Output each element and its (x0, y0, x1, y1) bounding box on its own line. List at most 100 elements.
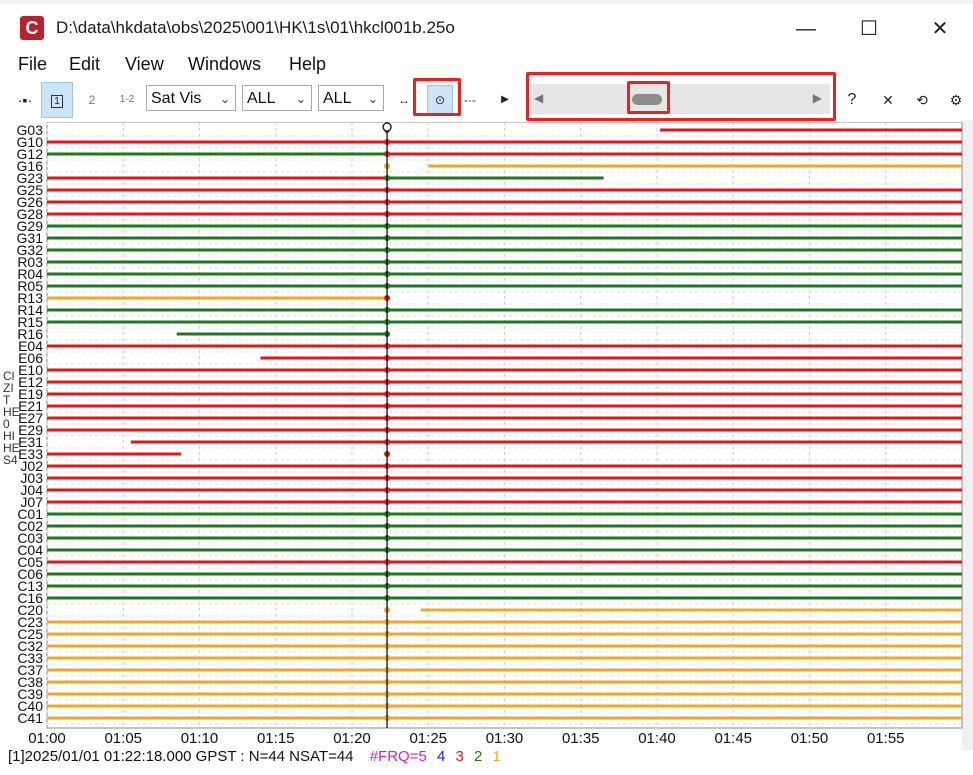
menu-view[interactable]: View (125, 54, 164, 74)
side-label: 0 (3, 417, 10, 431)
point-style-icon[interactable]: ·▪· (17, 92, 33, 108)
sat-label: C39 (17, 686, 43, 702)
side-label: HE (3, 441, 20, 455)
sat-label: C02 (17, 518, 43, 534)
sat-label: C38 (17, 674, 43, 690)
side-label: Cl (3, 369, 14, 383)
sat-label: E04 (18, 338, 43, 354)
menu-windows[interactable]: Windows (188, 54, 262, 74)
x-tick-label: 01:30 (486, 730, 524, 747)
sat-label: C33 (17, 650, 43, 666)
sat-label: J04 (20, 482, 43, 498)
sat-label: R04 (17, 266, 43, 282)
x-tick-label: 01:10 (181, 730, 219, 747)
sat-label: E21 (18, 398, 43, 414)
scroll-left-icon[interactable]: ◀ (534, 91, 544, 105)
sat-label: J07 (20, 494, 43, 510)
sat-label: E19 (18, 386, 43, 402)
x-tick-label: 01:55 (867, 730, 905, 747)
x-tick-label: 01:25 (409, 730, 447, 747)
x-tick-label: 01:35 (562, 730, 600, 747)
scrollbar-thumb[interactable] (632, 94, 662, 105)
sat-label: R13 (17, 290, 43, 306)
plot-type-select[interactable]: Sat Vis ⌄ (146, 85, 236, 111)
sat-label: C37 (17, 662, 43, 678)
top-strip (0, 0, 973, 4)
chevron-down-icon: ⌄ (219, 92, 230, 106)
sat-label: E27 (18, 410, 43, 426)
play-icon[interactable]: ▶ (501, 94, 509, 105)
sat-label: R16 (17, 326, 43, 342)
side-label: HI (3, 429, 15, 443)
status-f3: 3 (455, 748, 464, 765)
status-text: [1]2025/01/01 01:22:18.000 GPST : N=44 N… (8, 748, 354, 765)
sat-label: C40 (17, 698, 43, 714)
sat-label: G28 (17, 206, 44, 222)
menu-help[interactable]: Help (289, 54, 327, 74)
highlight-box-thumb (627, 81, 670, 114)
sat-label: G31 (17, 230, 44, 246)
center-cursor-button[interactable]: ⊙ (427, 85, 453, 115)
sat-label: C04 (17, 542, 43, 558)
sat-label: C13 (17, 578, 43, 594)
settings-gear-icon[interactable]: ⚙ (949, 92, 963, 108)
clear-button[interactable]: ✕ (882, 92, 894, 108)
app-icon: C (20, 16, 44, 40)
side-label: HE (3, 405, 20, 419)
sat-label: C32 (17, 638, 43, 654)
scroll-right-icon[interactable]: ▶ (812, 91, 822, 105)
sat-label: C25 (17, 626, 43, 642)
time-scrollbar[interactable]: ◀ ▶ (530, 84, 830, 114)
obs-filter-select[interactable]: ALL ⌄ (318, 85, 384, 111)
panel-12-button[interactable]: 1-2 (119, 94, 135, 105)
sat-label: C23 (17, 614, 43, 630)
sat-label: C20 (17, 602, 43, 618)
sat-vis-plot[interactable]: 01:00 01:05 01:10 01:15 01:20 01:25 01:30 01:35… (0, 122, 973, 750)
highlight-box-center-button (413, 78, 461, 116)
chevron-down-icon: ⌄ (367, 92, 378, 106)
status-f1: 1 (492, 748, 501, 765)
panel-1-button[interactable]: 1 (41, 82, 73, 118)
x-tick-label: 01:15 (257, 730, 295, 747)
sat-label: G29 (17, 218, 44, 234)
highlight-box-scrollbar (526, 72, 836, 121)
sat-label: J02 (20, 458, 43, 474)
sat-label: C41 (17, 710, 43, 726)
sat-label: R15 (17, 314, 43, 330)
menu-edit[interactable]: Edit (69, 54, 101, 74)
fit-width-icon[interactable]: ↔ (398, 93, 410, 107)
x-tick-label: 01:00 (28, 730, 66, 747)
reload-icon[interactable]: ⟲ (916, 92, 928, 108)
sat-label: G26 (17, 194, 44, 210)
sat-label: C16 (17, 590, 43, 606)
menu-file[interactable]: File (18, 54, 48, 74)
sat-label: G12 (17, 146, 44, 162)
sat-label: R14 (17, 302, 43, 318)
minimize-button[interactable]: — (796, 18, 816, 40)
side-label: S4 (3, 453, 18, 467)
side-label: ZI (3, 381, 14, 395)
marker-icon[interactable]: -·- (464, 93, 476, 107)
sat-label: R03 (17, 254, 43, 270)
sat-label: G25 (17, 182, 44, 198)
close-button[interactable]: ✕ (931, 18, 949, 40)
sat-label: E10 (18, 362, 43, 378)
sys-filter-select[interactable]: ALL ⌄ (242, 85, 312, 111)
title-bar: C D:\data\hkdata\obs\2025\001\HK\1s\01\h… (8, 4, 973, 48)
status-frq: #FRQ=5 (369, 748, 427, 765)
status-f2: 2 (474, 748, 483, 765)
sat-label: E33 (18, 446, 43, 462)
sat-label: G16 (17, 158, 44, 174)
sat-label: E29 (18, 422, 43, 438)
sat-label: E31 (18, 434, 43, 450)
sat-label: J03 (20, 470, 43, 486)
toolbar: ·▪· 1 2 1-2 Sat Vis ⌄ ALL ⌄ ALL ⌄ ↔ ⊙ -·- ▶… (8, 80, 973, 120)
sat-label: G23 (17, 170, 44, 186)
menu-bar: File Edit View Windows Help (8, 50, 973, 78)
help-button[interactable]: ? (847, 91, 857, 108)
panel-2-button[interactable]: 2 (88, 93, 96, 107)
time-cursor-marker (382, 122, 392, 132)
maximize-button[interactable]: ☐ (860, 18, 878, 40)
x-tick-label: 01:20 (333, 730, 371, 747)
status-bar: [1]2025/01/01 01:22:18.000 GPST : N=44 N… (8, 748, 973, 775)
